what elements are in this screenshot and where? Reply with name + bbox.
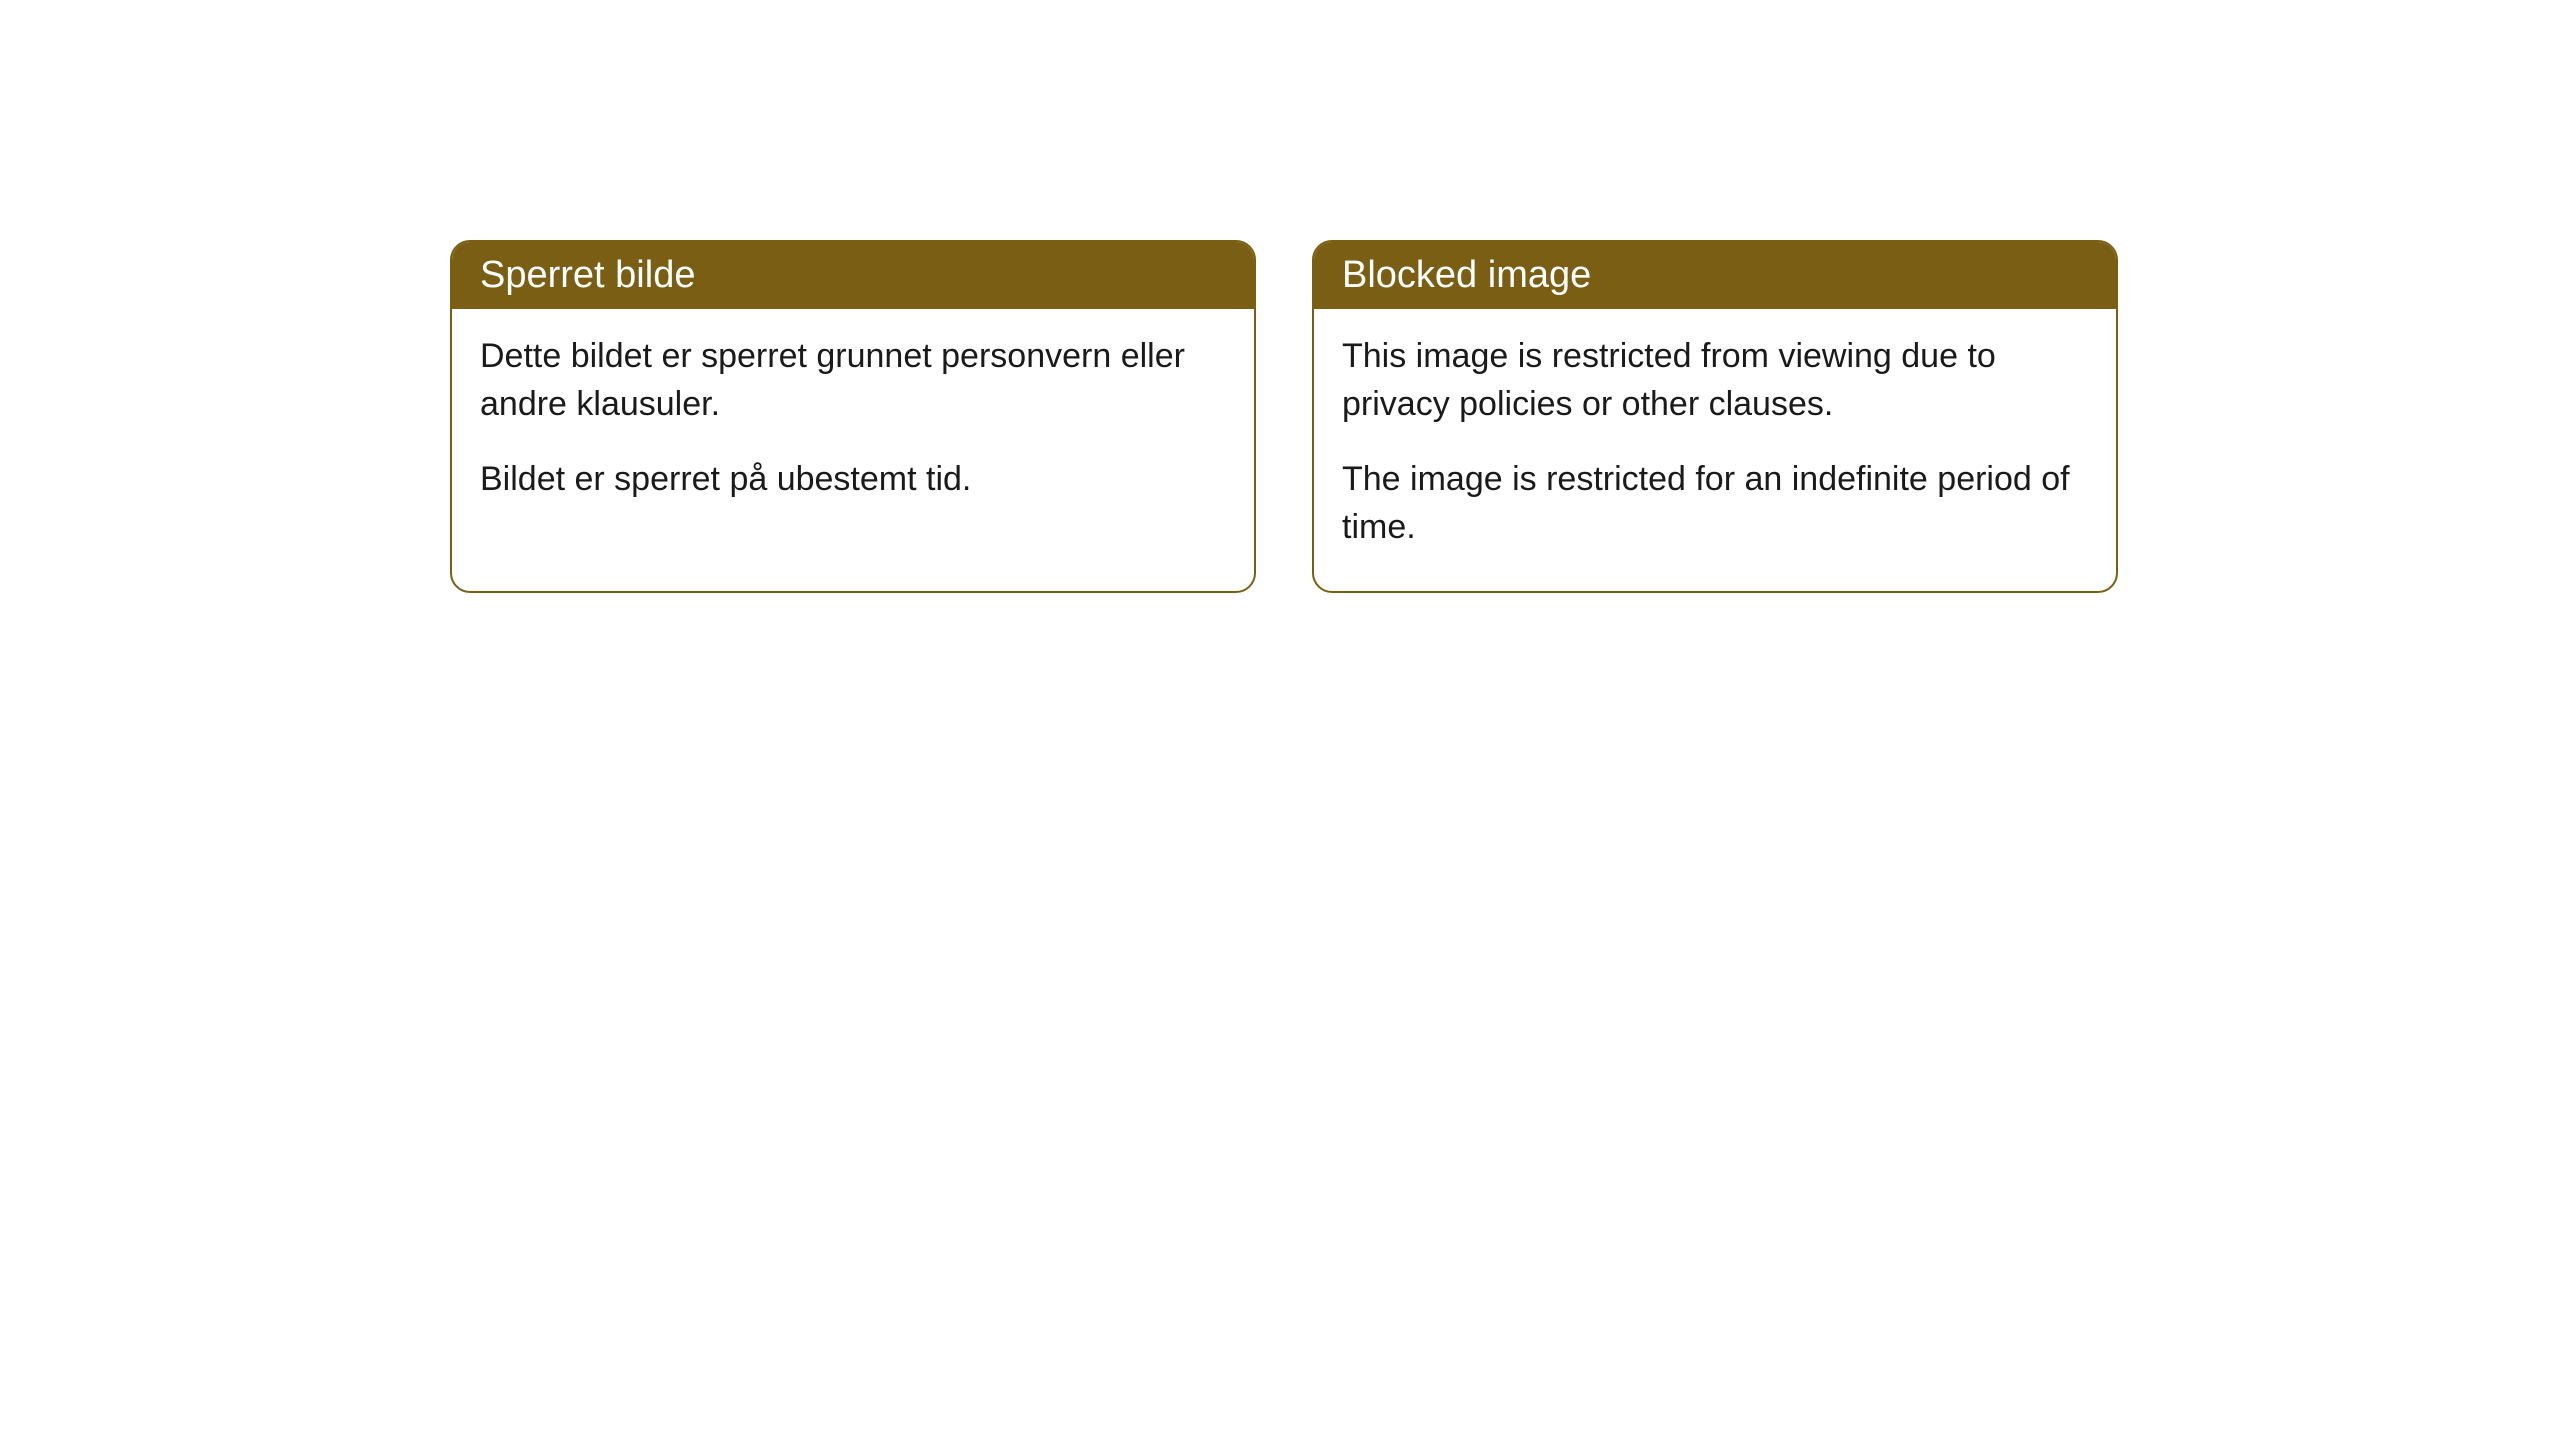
notice-cards-container: Sperret bilde Dette bildet er sperret gr… (450, 240, 2118, 593)
blocked-image-card-norwegian: Sperret bilde Dette bildet er sperret gr… (450, 240, 1256, 593)
card-paragraph-1-english: This image is restricted from viewing du… (1342, 333, 2088, 428)
card-paragraph-2-norwegian: Bildet er sperret på ubestemt tid. (480, 456, 1226, 504)
card-paragraph-2-english: The image is restricted for an indefinit… (1342, 456, 2088, 551)
card-title-english: Blocked image (1342, 254, 1591, 296)
card-header-norwegian: Sperret bilde (452, 242, 1254, 309)
card-body-english: This image is restricted from viewing du… (1314, 309, 2116, 591)
card-title-norwegian: Sperret bilde (480, 254, 695, 296)
card-paragraph-1-norwegian: Dette bildet er sperret grunnet personve… (480, 333, 1226, 428)
blocked-image-card-english: Blocked image This image is restricted f… (1312, 240, 2118, 593)
card-body-norwegian: Dette bildet er sperret grunnet personve… (452, 309, 1254, 544)
card-header-english: Blocked image (1314, 242, 2116, 309)
